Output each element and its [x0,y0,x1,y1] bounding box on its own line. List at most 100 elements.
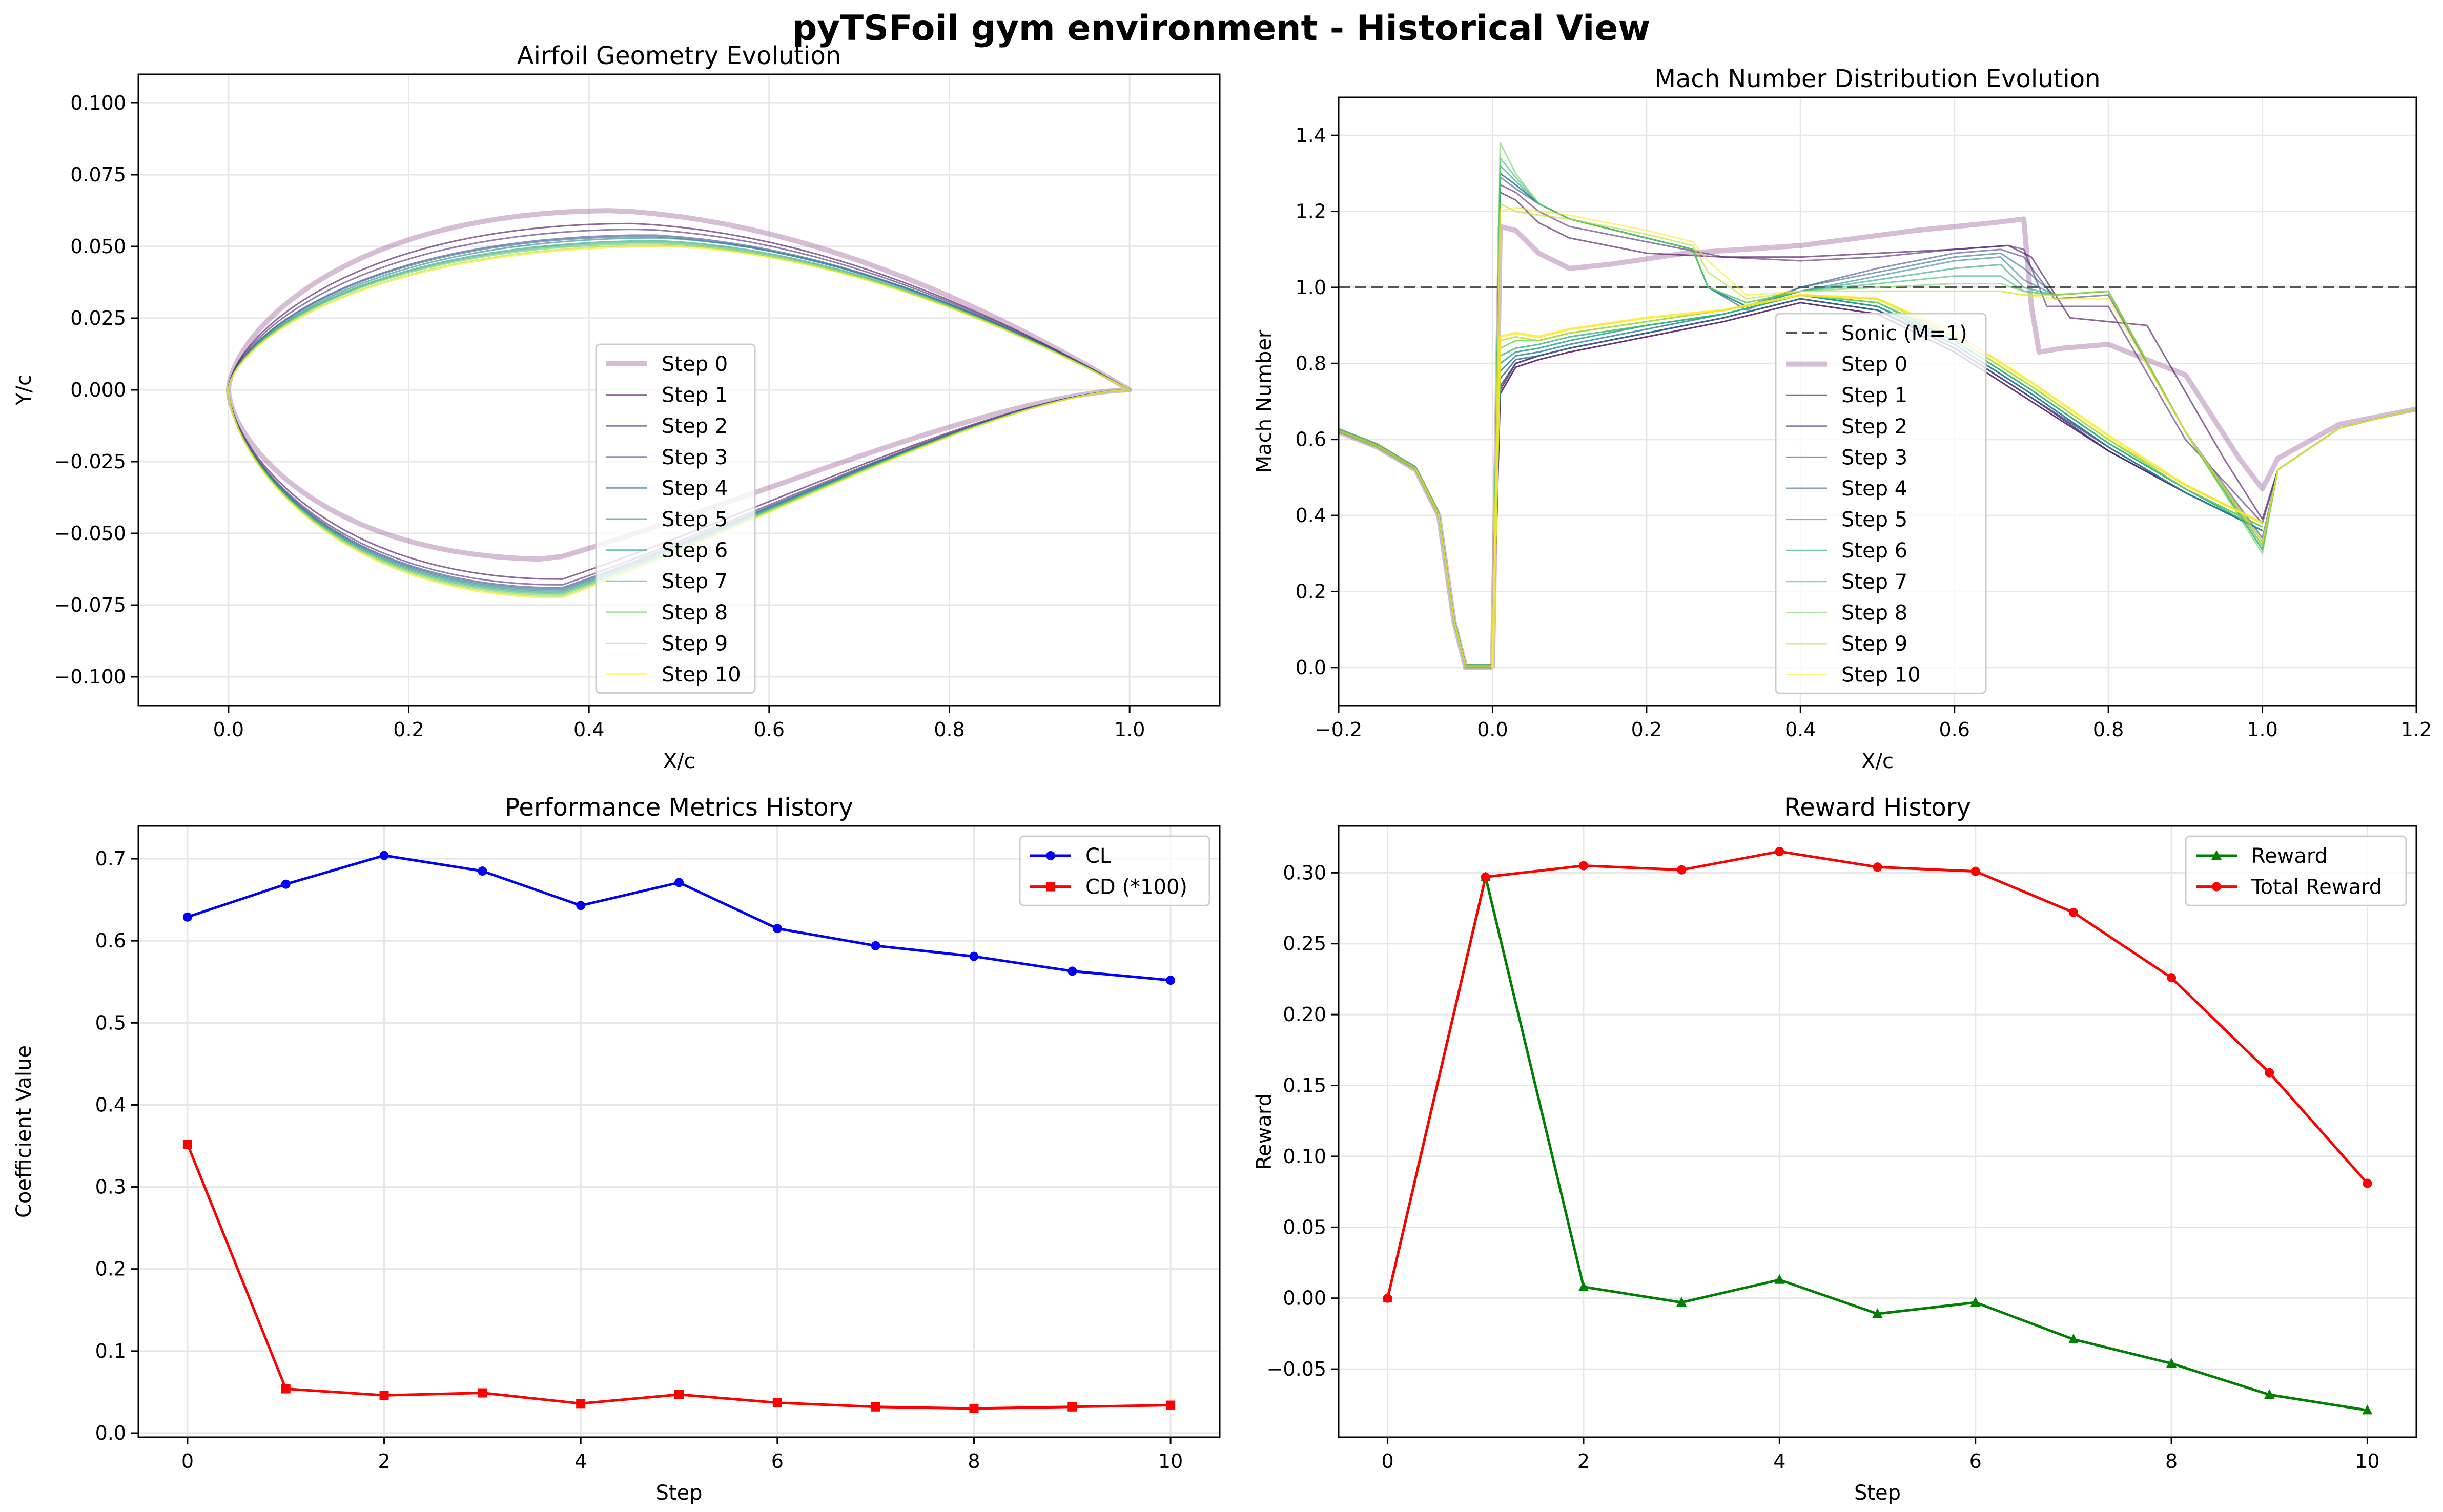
reward-frame [1338,825,2417,1438]
performance-xtick-label: 6 [771,1450,784,1473]
performance-xtick-label: 0 [181,1450,194,1473]
geometry-legend-label: Step 3 [662,446,728,469]
geometry-legend-label: Step 5 [662,508,728,531]
reward-xtick-label: 0 [1381,1450,1393,1473]
reward-xtick-label: 8 [2165,1450,2178,1473]
geometry-xlabel: X/c [663,750,695,773]
mach-ytick-label: 0.6 [1296,428,1326,451]
geometry-legend-frame [595,343,756,694]
reward-ytick-label: −0.05 [1267,1358,1326,1380]
performance-legend-frame [1019,835,1210,906]
reward-ytick-label: 0.10 [1283,1145,1326,1168]
performance-1-point [871,1402,880,1412]
mach-step-10-lead [1339,429,1493,667]
mach-legend-label: Step 3 [1841,446,1907,469]
reward-1-point [1383,1293,1392,1303]
performance-ytick-label: 0.0 [95,1422,126,1444]
performance-1-point [772,1398,782,1407]
mach-legend-label: Step 2 [1841,415,1907,439]
performance-ytick-label: 0.2 [95,1258,126,1280]
mach-legend-label: Step 6 [1841,539,1907,563]
reward-1-point [2167,973,2177,983]
mach-ytick-label: 0.0 [1296,656,1326,679]
geometry-ytick-label: −0.100 [54,666,126,688]
reward-ytick-label: 0.25 [1283,933,1326,955]
mach-ytick-label: 0.8 [1296,352,1326,375]
reward-0-point [2264,1389,2275,1399]
performance-0-point [969,951,979,961]
reward-xtick-label: 2 [1577,1450,1590,1473]
performance-1-point [182,1140,192,1149]
reward-0-point [1970,1297,1981,1307]
reward-1-point [1578,861,1588,871]
performance-1-point [1067,1402,1077,1412]
geometry-legend: Step 0 Step 1 Step 2 Step 3 Step 4 Step 5 Step… [595,343,756,694]
geometry-title: Airfoil Geometry Evolution [517,42,841,70]
reward-1-point [2265,1068,2274,1078]
geometry-xtick-label: 1.0 [1114,718,1145,741]
performance-ytick-label: 0.3 [95,1176,126,1198]
geometry-axes: 0.0 0.2 0.4 0.6 0.8 1.0 −0.100 −0.075 −0.050 −0.0… [12,42,1221,773]
geometry-legend-label: Step 2 [662,415,728,438]
reward-xtick-label: 10 [2355,1450,2379,1473]
mach-xlabel: X/c [1861,750,1894,773]
reward-legend: Reward Total Reward [2185,835,2407,906]
mach-xtick-label: 0.4 [1785,718,1816,741]
mach-step-7-lead [1339,429,1493,667]
geometry-xtick-label: 0.6 [754,718,785,741]
geometry-ytick-label: 0.075 [70,163,126,186]
mach-xtick-label: 0.0 [1477,718,1508,741]
performance-xtick-label: 10 [1158,1450,1183,1473]
mach-title: Mach Number Distribution Evolution [1654,65,2100,93]
mach-axes: −0.2 0.0 0.2 0.4 0.6 0.8 1.0 1.2 0.0 0.2 0.4 0.6 0.8… [1253,65,2432,773]
geometry-xtick-label: 0.8 [934,718,964,741]
mach-step-5-lead [1339,428,1493,666]
performance-legend-label: CD (*100) [1085,876,1187,899]
performance-1-line [186,1144,1171,1410]
performance-0-point [772,924,782,934]
performance-xtick-label: 4 [574,1450,587,1473]
performance-1-point [674,1390,684,1399]
performance-ylabel: Coefficient Value [12,1045,36,1218]
geometry-ytick-label: −0.025 [54,450,126,473]
reward-ytick-label: 0.15 [1283,1074,1326,1097]
mach-legend-label: Step 9 [1841,632,1907,656]
mach-plot-area [1339,142,2416,670]
performance-0-point [182,912,192,922]
geometry-ytick-label: −0.075 [54,594,126,616]
mach-step-1-lead [1339,429,1493,667]
mach-xtick-label: 0.6 [1939,718,1969,741]
reward-ytick-label: 0.05 [1283,1216,1326,1238]
reward-0-point [1774,1274,1785,1284]
performance-0-point [871,941,880,950]
geometry-legend-label: Step 1 [662,384,728,407]
reward-xlabel: Step [1854,1481,1901,1505]
geometry-legend-label: Step 10 [662,663,741,687]
mach-step-4-lead [1339,429,1493,667]
mach-legend: Sonic (M=1) Step 0 Step 1 Step 2 Step 3 Step … [1775,313,1987,694]
mach-step-8-line [1491,142,2416,668]
mach-xtick-label: 1.0 [2247,718,2277,741]
reward-ytick-label: 0.20 [1283,1003,1326,1026]
performance-0-point [1166,976,1176,985]
mach-ytick-label: 1.0 [1296,276,1326,299]
reward-1-point [1775,846,1784,856]
geometry-legend-label: Step 9 [662,632,728,655]
geometry-ytick-label: 0.000 [70,379,126,401]
performance-0-point [379,851,389,860]
performance-legend-label: CL [1085,844,1112,868]
reward-1-point [1970,866,1980,876]
mach-step-2-lead [1339,428,1493,666]
performance-ytick-label: 0.5 [95,1011,126,1034]
mach-legend-label: Step 1 [1841,384,1907,407]
reward-1-point [2363,1178,2372,1188]
reward-0-point [1676,1297,1687,1307]
mach-ytick-label: 0.4 [1296,504,1326,527]
mach-xtick-label: −0.2 [1315,718,1362,741]
geometry-xtick-label: 0.4 [573,718,604,741]
performance-xtick-label: 2 [378,1450,390,1473]
geometry-ytick-label: 0.025 [70,307,126,329]
performance-ytick-label: 0.4 [95,1093,126,1116]
geometry-legend-label: Step 6 [662,539,728,563]
